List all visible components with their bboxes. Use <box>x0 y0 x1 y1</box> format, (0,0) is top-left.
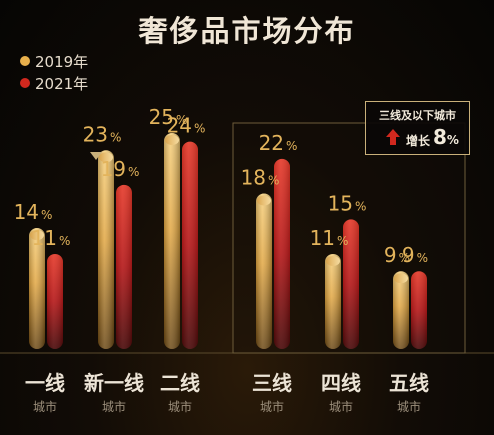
bar-2021-1 <box>116 184 132 349</box>
bar-2021-0 <box>47 253 63 349</box>
callout-unit: % <box>446 133 459 147</box>
category-sub-label-1: 城市 <box>102 399 126 414</box>
chart-title: 奢侈品市场分布 <box>138 14 356 48</box>
legend-item-2021: 2021年 <box>20 72 88 94</box>
bar-2021-4 <box>343 219 359 349</box>
bar-shade <box>116 184 132 349</box>
category-label-0: 一线 <box>25 371 65 395</box>
bar-2019-5 <box>393 271 409 349</box>
category-sub-label-2: 城市 <box>168 399 192 414</box>
value-label-2019-0: 14% <box>14 200 53 224</box>
category-label-3: 三线 <box>252 371 292 395</box>
bar-shade <box>182 141 198 349</box>
bar-shade <box>274 158 290 349</box>
value-label-2021-0: 11% <box>32 226 71 250</box>
category-label-4: 四线 <box>321 371 361 395</box>
bar-shade <box>256 193 272 349</box>
value-label-2019-1: 23% <box>83 122 122 146</box>
category-sub-label-0: 城市 <box>33 399 57 414</box>
legend-label-2021: 2021年 <box>35 74 89 93</box>
callout-title: 三线及以下城市 <box>379 109 456 122</box>
up-arrow-icon <box>386 129 400 145</box>
bar-2021-2 <box>182 141 198 349</box>
value-label-2019-2: 25% <box>149 105 188 129</box>
bar-shade <box>98 150 114 349</box>
callout-value: 8% <box>433 125 459 149</box>
value-label-2021-1: 19% <box>101 157 140 181</box>
callout-label: 增长 <box>406 134 431 148</box>
bar-shade <box>411 271 427 349</box>
bar-2019-2 <box>164 133 180 349</box>
legend-dot-gold <box>20 56 30 66</box>
bar-cap <box>165 135 179 145</box>
bar-cap <box>257 195 271 206</box>
bar-shade <box>164 133 180 349</box>
value-label-2021-2: 24% <box>167 114 206 138</box>
bar-2019-1 <box>98 150 114 349</box>
bar-2019-0 <box>29 228 45 349</box>
legend: 2019年 2021年 <box>20 50 88 94</box>
bar-shade <box>47 253 63 349</box>
category-label-2: 二线 <box>160 371 200 395</box>
category-label-1: 新一线 <box>84 371 144 395</box>
callout-number: 8 <box>433 125 447 149</box>
legend-item-2019: 2019年 <box>20 50 88 72</box>
bar-2021-5 <box>411 271 427 349</box>
legend-dot-red <box>20 78 30 88</box>
bar-cap <box>326 255 340 266</box>
bar-shade <box>325 253 341 349</box>
bar-shade <box>343 219 359 349</box>
bar-2019-3 <box>256 193 272 349</box>
category-sub-label-3: 城市 <box>260 399 284 414</box>
bar-2019-4 <box>325 253 341 349</box>
bar-2021-3 <box>274 158 290 349</box>
legend-label-2019: 2019年 <box>35 52 89 71</box>
category-label-5: 五线 <box>389 371 429 395</box>
growth-callout: 三线及以下城市 增长 8% <box>365 101 470 155</box>
bar-cap <box>394 273 408 284</box>
bar-shade <box>29 228 45 349</box>
bars-layer <box>29 133 427 349</box>
category-sub-label-5: 城市 <box>397 399 421 414</box>
bar-shade <box>393 271 409 349</box>
bar-cap <box>30 230 44 241</box>
bar-cap <box>99 152 113 163</box>
callout-pointer <box>90 152 102 160</box>
category-sub-label-4: 城市 <box>329 399 353 414</box>
